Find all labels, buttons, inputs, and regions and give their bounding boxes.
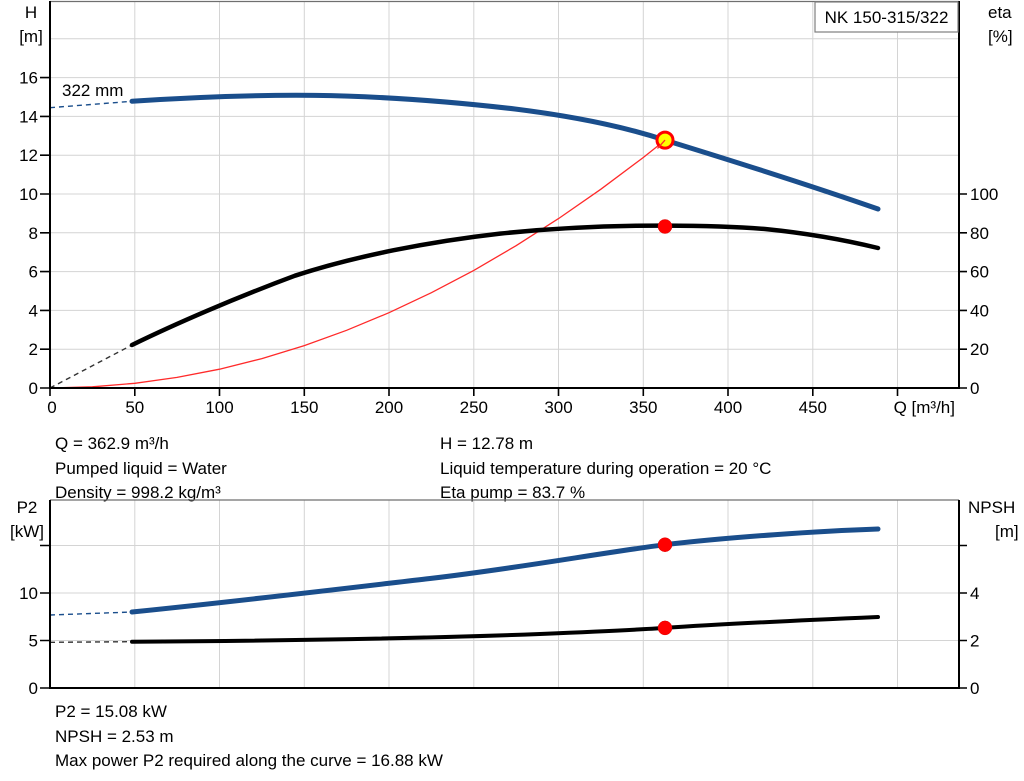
eta-pump-text: Eta pump = 83.7 % <box>440 483 586 502</box>
eta-duty-point-marker[interactable] <box>657 219 673 234</box>
q-tick-label: 300 <box>544 398 572 417</box>
h-tick-label: 2 <box>29 340 38 359</box>
npsh-curve[interactable] <box>130 615 880 644</box>
eta-axis-unit: eta <box>988 3 1012 22</box>
x-tick-marks <box>49 388 899 396</box>
npsh-tick-label: 2 <box>970 632 979 651</box>
grid-horizontal <box>50 38 959 350</box>
npsh-tick-label: 4 <box>970 584 979 603</box>
duty-head-text: H = 12.78 m <box>440 434 534 453</box>
p2-curve[interactable] <box>129 526 881 615</box>
duty-flow-text: Q = 362.9 m³/h <box>55 434 169 453</box>
eta-tick-label: 80 <box>970 224 989 243</box>
npsh-axis-unit: [m] <box>995 522 1019 541</box>
npsh-value-text: NPSH = 2.53 m <box>55 726 174 746</box>
qh-curve-dashed-start <box>49 100 133 109</box>
qh-eta-chart: 16 14 12 10 8 6 4 2 0 100 80 60 40 20 0 … <box>19 0 1013 417</box>
h-tick-label: 16 <box>19 69 38 88</box>
q-tick-label: 150 <box>290 398 318 417</box>
npsh-duty-point-marker[interactable] <box>657 620 673 636</box>
q-tick-label: 200 <box>375 398 403 417</box>
npsh-axis-unit: NPSH <box>968 498 1015 517</box>
h-tick-label: 8 <box>29 224 38 243</box>
p2-duty-point-marker[interactable] <box>657 537 673 552</box>
left-tick-marks <box>40 544 50 689</box>
duty-info-right: H = 12.78 m Liquid temperature during op… <box>440 432 771 506</box>
h-tick-label: 12 <box>19 146 38 165</box>
q-tick-label: 450 <box>799 398 827 417</box>
npsh-curve-dashed-start <box>49 641 133 643</box>
liquid-temperature-text: Liquid temperature during operation = 20… <box>440 458 772 478</box>
q-tick-label: 50 <box>125 398 144 417</box>
pump-name-box <box>814 1 959 33</box>
h-tick-label: 4 <box>29 302 38 321</box>
p2-tick-label: 10 <box>19 584 38 603</box>
grid-horizontal <box>50 545 959 641</box>
eta-curve-dashed-start <box>49 344 133 389</box>
q-axis-unit: Q [m³/h] <box>894 398 955 417</box>
p2-tick-label: 0 <box>29 679 38 695</box>
eta-tick-label: 0 <box>970 379 979 398</box>
h-tick-label: 10 <box>19 185 38 204</box>
q-tick-label: 250 <box>460 398 488 417</box>
right-tick-marks <box>959 193 967 389</box>
density-text: Density = 998.2 kg/m³ <box>55 483 221 502</box>
impeller-diameter-label: 322 mm <box>62 81 123 100</box>
eta-curve[interactable] <box>129 223 881 348</box>
p2-axis-unit: [kW] <box>10 522 44 541</box>
power-info: P2 = 15.08 kW NPSH = 2.53 m Max power P2… <box>55 700 443 774</box>
h-tick-label: 0 <box>29 379 38 398</box>
grid-vertical <box>134 500 898 688</box>
p2-tick-label: 5 <box>29 632 38 651</box>
grid-vertical <box>134 1 898 388</box>
p2-axis-unit: P2 <box>17 498 38 517</box>
duty-info-left: Q = 362.9 m³/h Pumped liquid = Water Den… <box>55 432 227 506</box>
pumped-liquid-text: Pumped liquid = Water <box>55 458 227 478</box>
eta-tick-label: 100 <box>970 185 998 204</box>
h-tick-label: 14 <box>19 108 38 127</box>
system-curve[interactable] <box>49 139 666 389</box>
q-tick-label: 350 <box>629 398 657 417</box>
eta-axis-unit: [%] <box>988 27 1013 46</box>
eta-tick-label: 40 <box>970 302 989 321</box>
q-tick-label: 100 <box>205 398 233 417</box>
h-axis-unit: H <box>25 3 37 22</box>
left-tick-marks <box>40 76 50 389</box>
h-axis-unit: [m] <box>19 27 43 46</box>
max-power-text: Max power P2 required along the curve = … <box>55 751 443 770</box>
q-tick-label: 0 <box>47 398 56 417</box>
h-tick-label: 6 <box>29 263 38 282</box>
eta-tick-label: 20 <box>970 340 989 359</box>
pump-name-label: NK 150-315/322 <box>825 8 949 27</box>
npsh-tick-label: 0 <box>970 679 979 695</box>
eta-tick-label: 60 <box>970 263 989 282</box>
p2-npsh-chart: 10 5 0 4 2 0 P2 [kW] NPSH [m] <box>10 498 1019 695</box>
p2-value-text: P2 = 15.08 kW <box>55 702 167 721</box>
p2-curve-dashed-start <box>49 611 133 616</box>
right-tick-marks <box>959 544 967 689</box>
qh-curve[interactable] <box>129 92 881 212</box>
system-curve-tip <box>657 139 666 149</box>
q-tick-label: 400 <box>714 398 742 417</box>
